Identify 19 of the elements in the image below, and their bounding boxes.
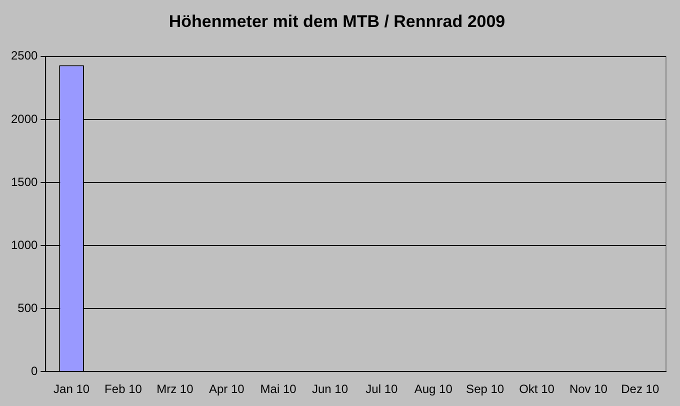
chart-title: Höhenmeter mit dem MTB / Rennrad 2009: [168, 12, 506, 31]
x-tick-label: Mai 10: [260, 382, 297, 396]
x-tick-label: Dez 10: [621, 382, 660, 396]
y-tick-label: 500: [18, 300, 38, 315]
y-tick-label: 2000: [10, 112, 38, 126]
y-tick-label: 0: [31, 364, 38, 378]
x-tick-label: Jul 10: [366, 382, 398, 396]
y-tick-label: 1500: [10, 174, 38, 189]
x-tick-label: Apr 10: [208, 382, 245, 396]
y-tick-label: 2500: [10, 48, 38, 63]
x-tick-label: Feb 10: [104, 382, 142, 396]
x-tick-label: Sep 10: [466, 382, 504, 396]
x-tick-label: Okt 10: [519, 382, 555, 396]
x-tick-label: Mrz 10: [156, 382, 194, 396]
x-tick-label: Nov 10: [569, 382, 608, 396]
x-tick-label: Jun 10: [312, 382, 348, 396]
x-tick-label: Aug 10: [414, 382, 453, 396]
x-tick-label: Jan 10: [54, 382, 90, 396]
y-tick-label: 1000: [10, 238, 38, 252]
